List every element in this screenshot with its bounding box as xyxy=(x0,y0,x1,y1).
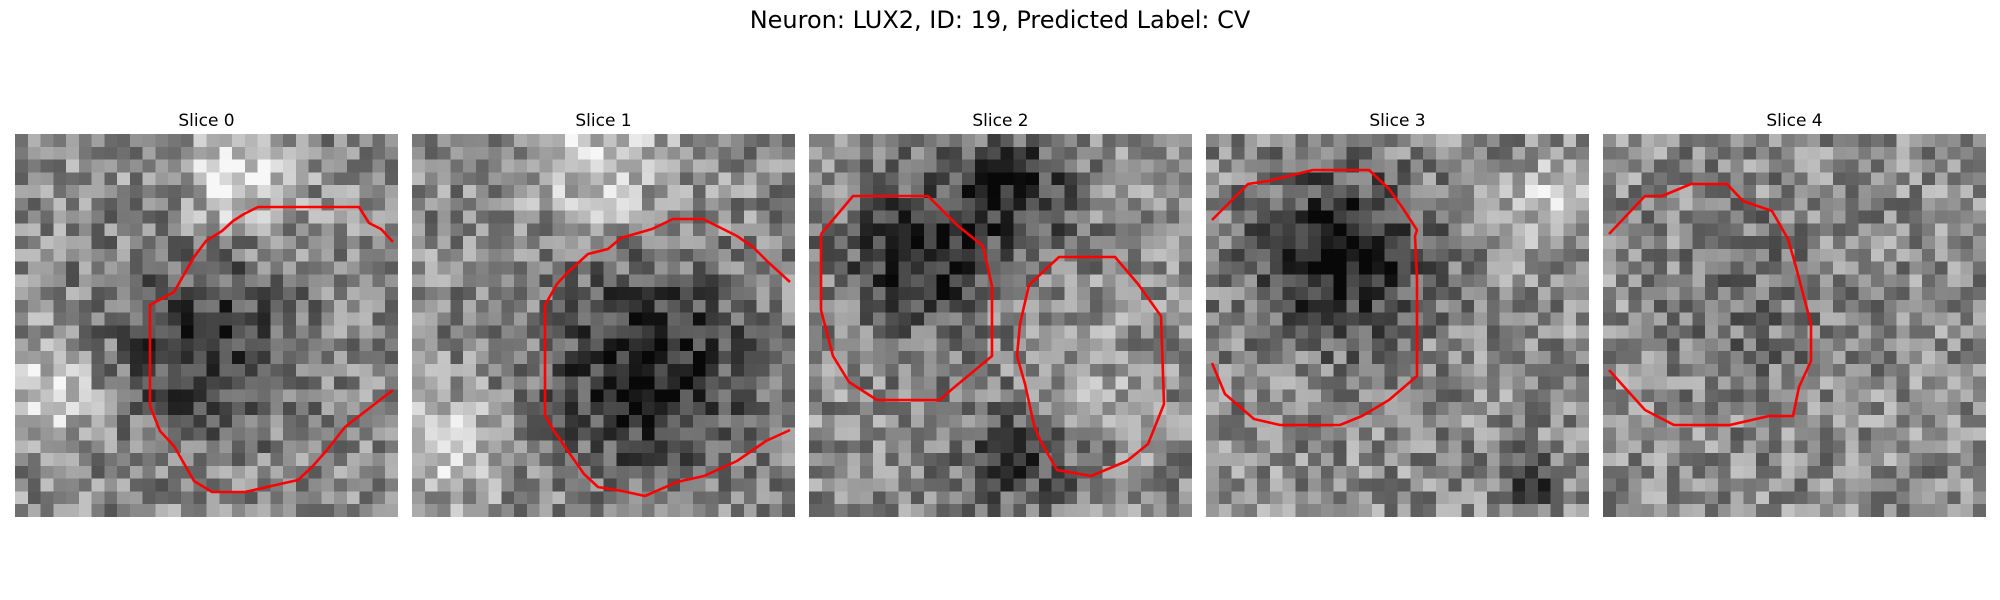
grayscale-image xyxy=(15,134,398,517)
contour-line xyxy=(148,205,394,494)
grayscale-image xyxy=(1206,134,1589,517)
slice-image xyxy=(15,134,398,517)
slice-image xyxy=(1206,134,1589,517)
contour-overlay xyxy=(1210,168,1419,427)
contour-line xyxy=(819,194,994,402)
slice-panel-3: Slice 3 xyxy=(1206,108,1589,517)
contour-overlay xyxy=(819,194,1166,478)
slice-title: Slice 3 xyxy=(1369,111,1426,131)
contour-line xyxy=(1608,182,1813,427)
contour-line xyxy=(543,217,791,498)
slice-panel-2: Slice 2 xyxy=(809,108,1192,517)
grayscale-image xyxy=(1603,134,1986,517)
contour-overlay xyxy=(148,205,394,494)
grayscale-image xyxy=(412,134,795,517)
slice-title: Slice 0 xyxy=(178,111,235,131)
contour-line xyxy=(1015,255,1166,478)
slice-image xyxy=(1603,134,1986,517)
slice-title: Slice 2 xyxy=(972,111,1029,131)
slice-panel-0: Slice 0 xyxy=(15,108,398,517)
slice-title: Slice 1 xyxy=(575,111,632,131)
contour-overlay xyxy=(543,217,791,498)
contour-overlay xyxy=(1608,182,1813,427)
grayscale-image xyxy=(809,134,1192,517)
slice-panel-4: Slice 4 xyxy=(1603,108,1986,517)
figure-title: Neuron: LUX2, ID: 19, Predicted Label: C… xyxy=(749,6,1251,34)
slice-image xyxy=(809,134,1192,517)
slice-image xyxy=(412,134,795,517)
slice-panel-1: Slice 1 xyxy=(412,108,795,517)
slice-title: Slice 4 xyxy=(1766,111,1823,131)
contour-line xyxy=(1210,168,1419,427)
